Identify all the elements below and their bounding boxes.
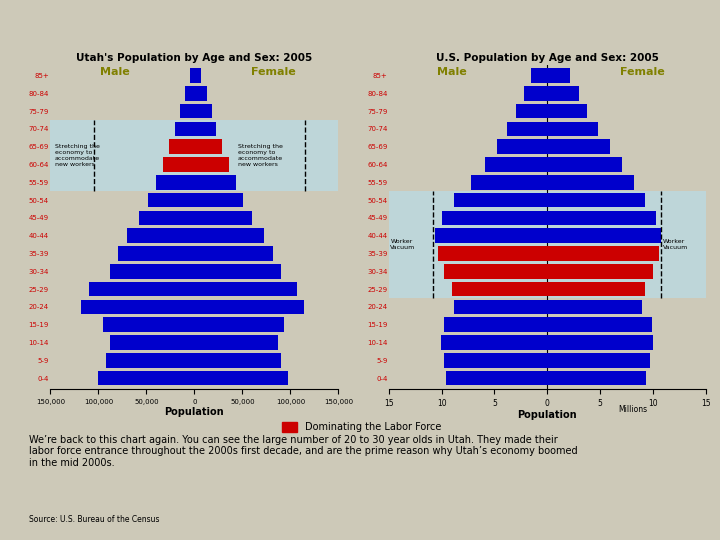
Bar [194,300,304,314]
Bar [444,264,547,279]
Bar [547,157,622,172]
Bar [454,300,547,314]
Text: Female: Female [620,66,665,77]
Text: Male: Male [100,66,130,77]
Bar [194,211,252,225]
Text: Worker
Vacuum: Worker Vacuum [663,239,688,250]
Bar [547,318,652,332]
Bar [194,353,281,368]
Bar [148,193,194,207]
Bar [106,353,194,368]
Bar [547,282,645,296]
Title: U.S. Population by Age and Sex: 2005: U.S. Population by Age and Sex: 2005 [436,52,659,63]
Title: Utah's Population by Age and Sex: 2005: Utah's Population by Age and Sex: 2005 [76,52,312,63]
Bar [547,68,570,83]
Bar [436,228,547,243]
Bar [516,104,547,118]
Bar [194,139,222,154]
Bar [139,211,194,225]
X-axis label: Population: Population [165,407,224,417]
Text: Stretching the
economy to
accommodate
new workers: Stretching the economy to accommodate ne… [55,144,100,167]
Text: Millions: Millions [618,405,647,414]
Bar [99,371,194,386]
Bar [547,139,610,154]
Bar [389,191,706,298]
Text: Male: Male [437,66,467,77]
Text: We’re back to this chart again. You can see the large number of 20 to 30 year ol: We’re back to this chart again. You can … [29,435,577,468]
Bar [89,282,194,296]
Bar [103,318,194,332]
Bar [485,157,547,172]
Bar [547,246,659,261]
Bar [547,86,579,100]
Bar [444,318,547,332]
Bar [194,175,235,190]
Bar [454,193,547,207]
Bar [452,282,547,296]
Bar [180,104,194,118]
Bar [117,246,194,261]
Bar [81,300,194,314]
Text: Source: U.S. Bureau of the Census: Source: U.S. Bureau of the Census [29,515,159,524]
Bar [547,122,598,136]
Bar [194,68,201,83]
Bar [531,68,547,83]
Bar [194,282,297,296]
Bar [50,120,338,191]
Bar [185,86,194,100]
Text: Worker
Vacuum: Worker Vacuum [390,239,415,250]
Bar [156,175,194,190]
Bar [547,300,642,314]
Bar [127,228,194,243]
Bar [175,122,194,136]
Bar [438,246,547,261]
Bar [547,335,653,350]
Bar [110,264,194,279]
Bar [471,175,547,190]
Bar [163,157,194,172]
Bar [547,371,647,386]
Bar [547,353,649,368]
Text: Stretching the
economy to
accommodate
new workers: Stretching the economy to accommodate ne… [238,144,283,167]
Legend: Dominating the Labor Force: Dominating the Labor Force [279,418,445,436]
Bar [194,371,289,386]
Bar [547,264,653,279]
Bar [194,264,281,279]
Bar [194,335,278,350]
Bar [194,318,284,332]
Bar [194,157,229,172]
Bar [194,122,217,136]
Bar [194,86,207,100]
Bar [194,246,273,261]
Bar [547,228,661,243]
Bar [441,335,547,350]
Bar [497,139,547,154]
Bar [194,104,212,118]
Bar [110,335,194,350]
Bar [547,104,588,118]
Bar [446,371,547,386]
Bar [507,122,547,136]
Bar [169,139,194,154]
Text: Female: Female [251,66,296,77]
Bar [194,193,243,207]
Bar [441,211,547,225]
Bar [194,228,264,243]
Bar [547,211,656,225]
Bar [524,86,547,100]
Bar [547,175,634,190]
X-axis label: Population: Population [518,410,577,420]
Bar [547,193,645,207]
Bar [444,353,547,368]
Bar [189,68,194,83]
